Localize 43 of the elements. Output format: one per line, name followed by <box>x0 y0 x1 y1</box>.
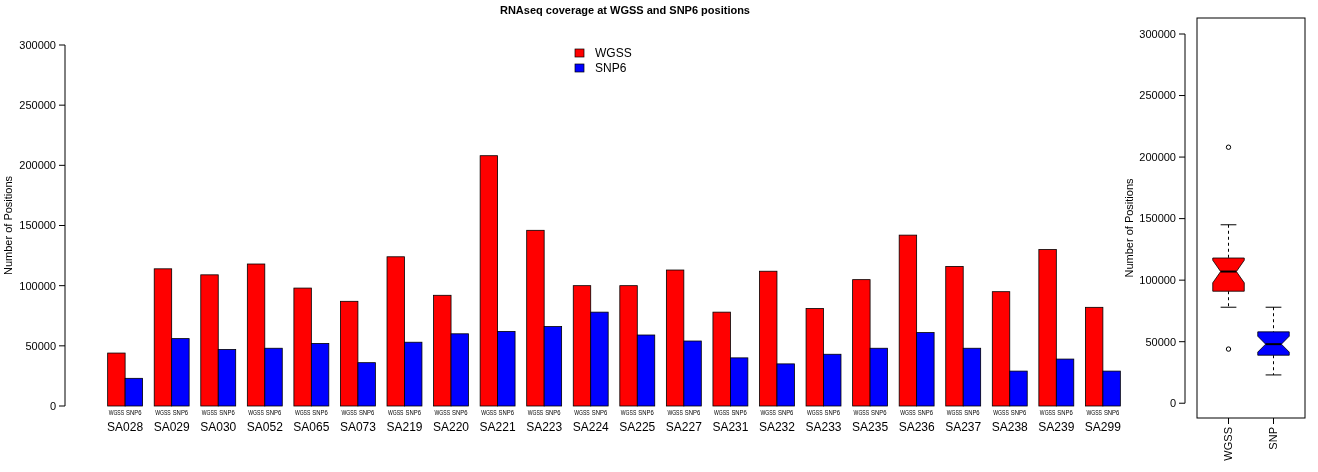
y-axis-title: Number of Positions <box>2 175 14 276</box>
x-tick-label: SA299 <box>1084 420 1122 434</box>
legend-label: WGSS <box>595 46 632 61</box>
x-tick-label: SA232 <box>758 420 796 434</box>
x-tick-label: SA239 <box>1038 420 1075 434</box>
legend-label: SNP6 <box>595 61 627 76</box>
y-tick-label: 50000 <box>1145 335 1176 348</box>
x-tick-label: SA029 <box>153 420 191 434</box>
x-tick-label: SA231 <box>712 420 749 434</box>
y-tick-label: 200000 <box>19 159 56 172</box>
x-tick-label: SA221 <box>479 420 516 434</box>
x-tick-label: SA233 <box>805 420 842 434</box>
y-tick-label: 250000 <box>19 99 56 112</box>
x-tick-label: SA219 <box>386 420 423 434</box>
y-tick-label: 200000 <box>1139 150 1176 163</box>
x-tick-label: SA073 <box>339 420 377 434</box>
x-tick-label: WGSS <box>1222 427 1235 461</box>
x-tick-label: SA238 <box>991 420 1029 434</box>
y-axis-title: Number of Positions <box>1123 177 1135 278</box>
y-tick-label: 100000 <box>19 279 56 292</box>
y-tick-label: 0 <box>49 399 56 412</box>
x-tick-label: SA224 <box>572 420 610 434</box>
x-tick-label: SNP <box>1267 427 1280 450</box>
y-tick-label: 50000 <box>25 339 56 352</box>
x-tick-label: SA028 <box>107 420 144 434</box>
y-tick-label: 150000 <box>1139 212 1176 225</box>
x-tick-label: SA237 <box>945 420 982 434</box>
y-tick-label: 0 <box>1169 397 1176 410</box>
y-tick-label: 150000 <box>19 219 56 232</box>
chart-title: RNAseq coverage at WGSS and SNP6 positions <box>499 4 751 16</box>
x-tick-label: SA030 <box>200 420 237 434</box>
x-tick-label: SA223 <box>526 420 563 434</box>
x-tick-label: SA235 <box>852 420 889 434</box>
x-tick-label: SA052 <box>246 420 284 434</box>
x-tick-label: SA220 <box>433 420 470 434</box>
y-tick-label: 300000 <box>19 38 56 51</box>
x-tick-label: SA236 <box>898 420 935 434</box>
x-tick-label: SA227 <box>665 420 703 434</box>
y-tick-label: 100000 <box>1139 274 1176 286</box>
y-tick-label: 250000 <box>1139 89 1176 102</box>
x-tick-label: SA225 <box>619 420 656 434</box>
x-tick-label: SA065 <box>293 420 330 434</box>
y-tick-label: 300000 <box>1139 27 1176 40</box>
